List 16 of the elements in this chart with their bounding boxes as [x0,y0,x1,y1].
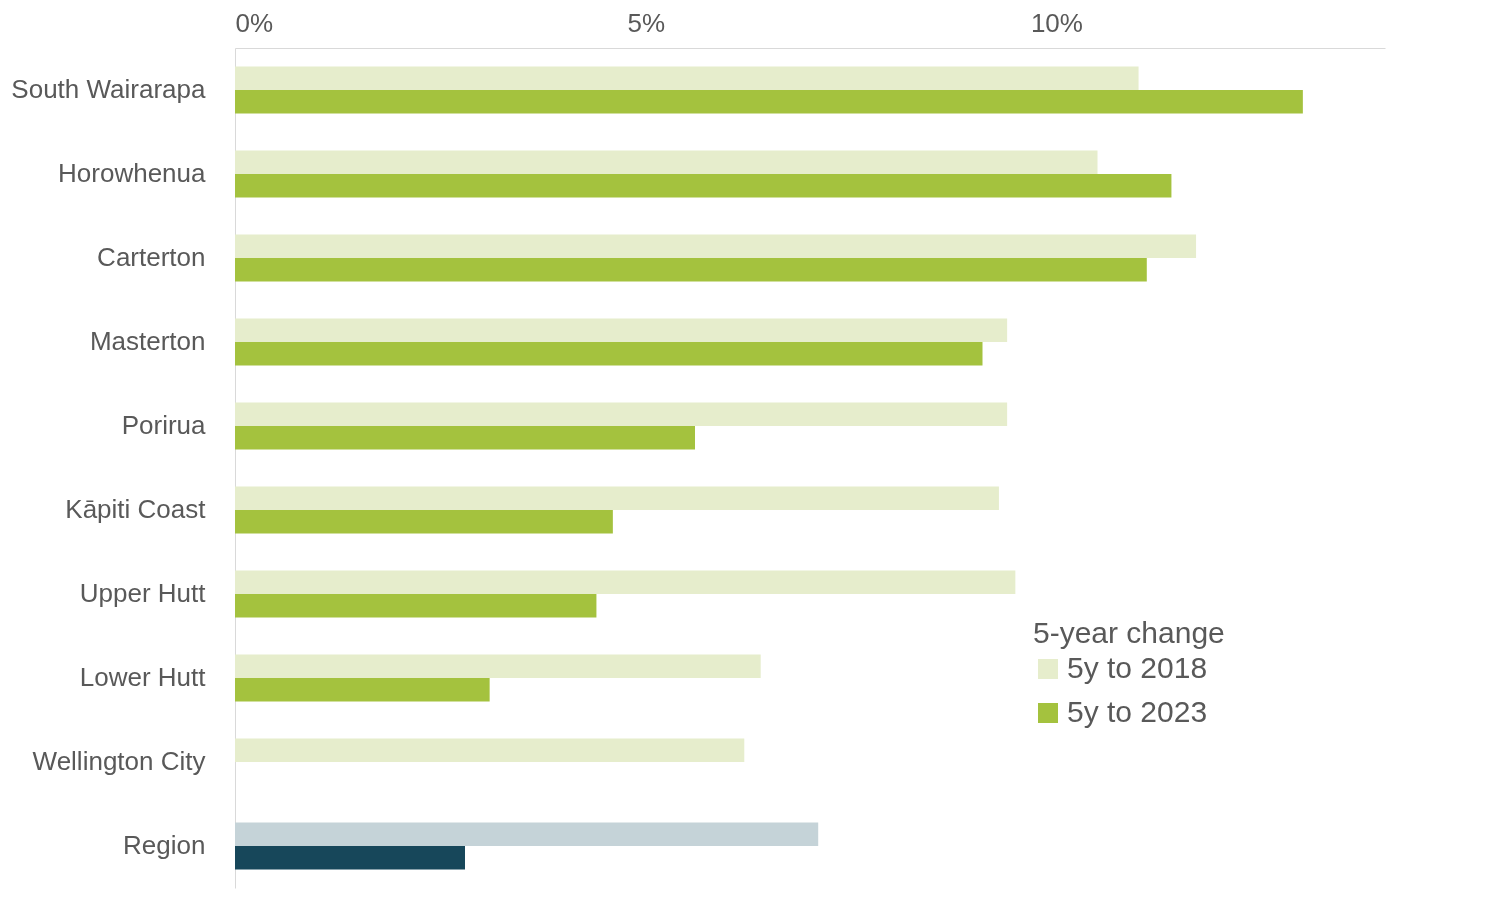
y-tick-label: Kāpiti Coast [65,494,207,524]
y-tick-label: Region [123,830,206,860]
y-tick-label: Wellington City [32,746,206,776]
x-tick-label: 0% [235,7,274,38]
x-tick-label: 5% [627,7,665,38]
y-tick-label: Porirua [121,410,207,440]
y-tick-label: Upper Hutt [79,578,207,608]
x-tick-label: 10% [1030,7,1083,38]
legend-title: 5-year change [1033,616,1225,649]
legend-label: 5y to 2018 [1067,651,1208,684]
legend-label: 5y to 2023 [1067,695,1208,728]
y-tick-label: Carterton [97,242,206,272]
y-tick-label: Horowhenua [58,158,207,188]
y-tick-label: Lower Hutt [79,662,207,692]
y-tick-label: South Wairarapa [11,74,207,104]
y-tick-label: Masterton [89,326,206,356]
